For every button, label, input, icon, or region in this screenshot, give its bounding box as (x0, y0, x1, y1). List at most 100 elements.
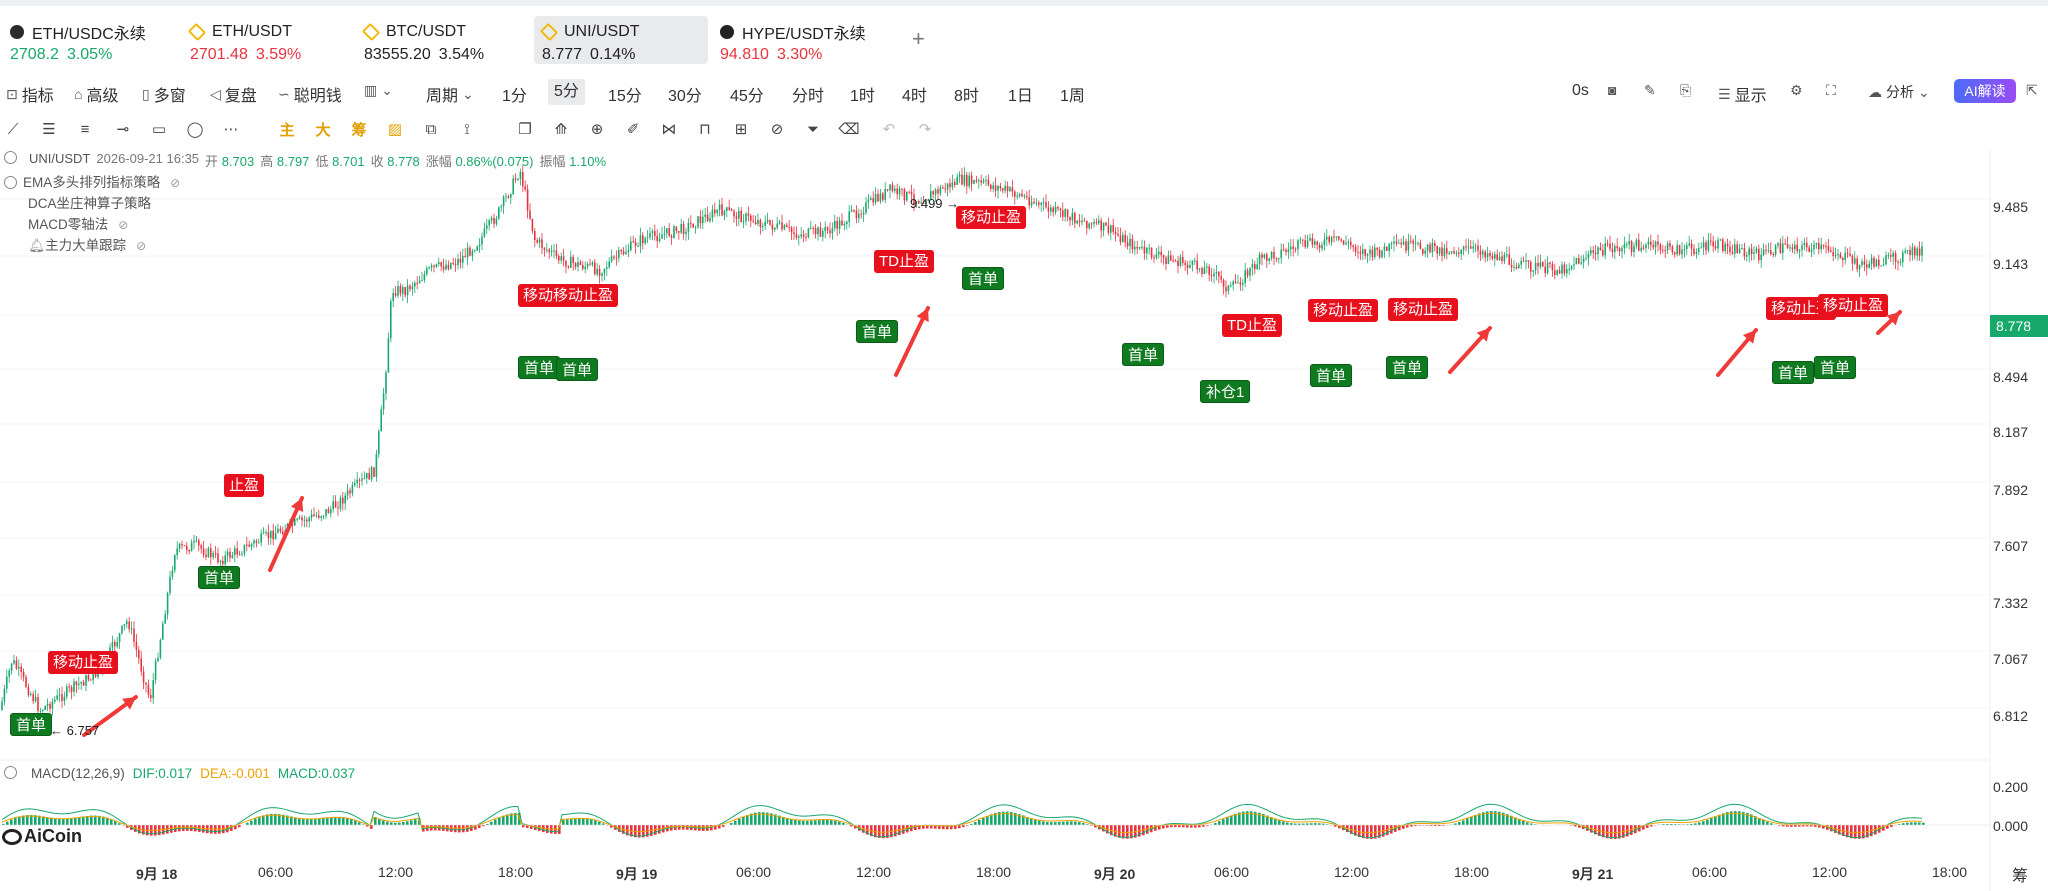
candle-body (836, 220, 838, 229)
ruler-icon[interactable]: ⟰ (554, 121, 568, 138)
eye-off-icon[interactable]: ⊘ (118, 218, 129, 232)
price-chart[interactable] (0, 150, 2048, 891)
period-1h[interactable]: 1时 (850, 88, 875, 105)
big-order-toggle[interactable]: 大 (315, 121, 331, 139)
eye-off-icon[interactable]: ⊘ (136, 239, 147, 253)
template-icon[interactable]: ⊞ (734, 121, 748, 138)
take-profit-signal[interactable]: 移动止盈 (1818, 294, 1889, 317)
macd-bar (658, 825, 661, 834)
camera-icon[interactable]: ◙ (1608, 82, 1617, 98)
entry-signal[interactable]: 补仓1 (1200, 380, 1251, 403)
entry-signal[interactable]: 首单 (1814, 356, 1857, 379)
period-5m[interactable]: 5分 (548, 79, 585, 105)
entry-signal[interactable]: 首单 (1386, 356, 1429, 379)
chip-toggle[interactable]: 筹 (351, 121, 367, 139)
period-8h[interactable]: 8时 (954, 88, 979, 105)
clone-icon[interactable]: ❐ (518, 121, 532, 138)
ellipse-tool-icon[interactable]: ◯ (186, 121, 204, 138)
candle-body (824, 227, 826, 231)
tab-uni-usdt[interactable]: UNI/USDT 8.777 0.14% (534, 16, 708, 64)
take-profit-signal[interactable]: TD止盈 (1222, 314, 1282, 337)
entry-signal[interactable]: 首单 (10, 713, 53, 736)
period-timeshare[interactable]: 分时 (792, 88, 825, 105)
chart-type-dropdown[interactable]: ▥ ⌄ (364, 82, 393, 99)
smart-money-button[interactable]: ∽ 聪明钱 (278, 85, 342, 106)
brush-icon[interactable]: ✐ (626, 121, 640, 138)
period-dropdown[interactable]: 周期 ⌄ (426, 85, 474, 106)
period-15m[interactable]: 15分 (608, 88, 642, 105)
candle-body (1784, 243, 1786, 245)
candle-body (1318, 244, 1321, 249)
period-4h[interactable]: 4时 (902, 88, 927, 105)
take-profit-signal[interactable]: 移动移动止盈 (518, 284, 619, 307)
take-profit-signal[interactable]: 移动止盈 (48, 651, 119, 674)
indicators-button[interactable]: ⊡ 指标 (6, 85, 54, 106)
replay-button[interactable]: ◁ 复盘 (210, 85, 257, 106)
settings-icon[interactable]: ⚙ (1790, 82, 1803, 98)
take-profit-signal[interactable]: 移动止盈 (956, 206, 1027, 229)
copy-icon[interactable]: ⧉ (425, 120, 437, 138)
link-icon[interactable]: ⊘ (770, 121, 784, 138)
fork-icon[interactable]: ⟟ (464, 120, 470, 138)
collapse-icon[interactable] (4, 176, 17, 189)
main-force-toggle[interactable]: 主 (279, 121, 295, 139)
tab-eth-usdt[interactable]: ETH/USDT 2701.48 3.59% (182, 16, 360, 64)
trash-icon[interactable]: ⌫ (838, 121, 860, 138)
entry-signal[interactable]: 首单 (856, 320, 899, 343)
add-tab-button[interactable]: + (912, 26, 925, 51)
magnet-icon[interactable]: ⋈ (661, 121, 677, 138)
more-tools-icon[interactable]: ⋯ (223, 121, 239, 138)
share-icon[interactable]: ⇱ (2026, 82, 2038, 98)
take-profit-signal[interactable]: 移动止盈 (1308, 299, 1379, 322)
candle-body (980, 180, 982, 183)
tab-btc-usdt[interactable]: BTC/USDT 83555.20 3.54% (356, 16, 530, 64)
macd-bar (598, 821, 601, 825)
fullscreen-icon[interactable]: ⛶ (1826, 82, 1836, 98)
advanced-button[interactable]: ⌂ 高级 (74, 86, 119, 105)
highlight-icon[interactable]: ▨ (387, 121, 403, 138)
take-profit-signal[interactable]: TD止盈 (874, 250, 934, 273)
pencil-icon[interactable]: ✎ (1644, 82, 1656, 98)
period-1d[interactable]: 1日 (1008, 88, 1033, 105)
collapse-icon[interactable] (4, 151, 17, 164)
entry-signal[interactable]: 首单 (518, 356, 561, 379)
indicator-ema[interactable]: EMA多头排列指标策略 ⊘ (4, 171, 180, 191)
take-profit-signal[interactable]: 止盈 (224, 474, 265, 497)
candle-body (757, 220, 759, 224)
period-30m[interactable]: 30分 (668, 88, 702, 105)
lock-icon[interactable]: ⊓ (699, 121, 711, 138)
rectangle-tool-icon[interactable]: ▭ (151, 121, 167, 138)
period-1w[interactable]: 1周 (1060, 88, 1085, 105)
analysis-dropdown[interactable]: ☁ 分析 ⌄ (1868, 83, 1930, 101)
entry-signal[interactable]: 首单 (1122, 343, 1165, 366)
export-icon[interactable]: ⎘ (1680, 82, 1692, 98)
multi-window-button[interactable]: ▯ 多窗 (142, 85, 186, 106)
collapse-icon[interactable] (4, 766, 17, 779)
indicator-macd-zero[interactable]: MACD零轴法 ⊘ (28, 217, 129, 232)
entry-signal[interactable]: 首单 (962, 267, 1005, 290)
filter-icon[interactable]: ⏷ (806, 120, 819, 138)
tab-eth-usdc-perp[interactable]: ETH/USDC永续 2708.2 3.05% (10, 25, 146, 63)
horizontal-ray-icon[interactable]: ⊸ (116, 121, 130, 138)
eye-off-icon[interactable]: ⊘ (170, 176, 181, 190)
tab-hype-usdt-perp[interactable]: HYPE/USDT永续 94.810 3.30% (720, 25, 866, 63)
horizontal-lines-icon[interactable]: ≡ (80, 120, 90, 138)
display-button[interactable]: ☰ 显示 (1718, 85, 1767, 106)
candle-body (1582, 258, 1585, 263)
redo-icon[interactable]: ↷ (918, 121, 932, 138)
zoom-icon[interactable]: ⊕ (590, 121, 604, 138)
line-tool-icon[interactable]: ⟋ (7, 120, 19, 138)
period-45m[interactable]: 45分 (730, 88, 764, 105)
entry-signal[interactable]: 首单 (198, 566, 241, 589)
period-1m[interactable]: 1分 (502, 88, 527, 105)
entry-signal[interactable]: 首单 (556, 358, 599, 381)
indicator-dca[interactable]: DCA坐庄神算子策略 (28, 196, 152, 211)
ai-read-button[interactable]: AI解读 (1954, 79, 2016, 103)
undo-icon[interactable]: ↶ (882, 121, 896, 138)
entry-signal[interactable]: 首单 (1772, 361, 1815, 384)
take-profit-signal[interactable]: 移动止盈 (1388, 298, 1459, 321)
parallel-tool-icon[interactable]: ☰ (42, 121, 56, 138)
entry-signal[interactable]: 首单 (1310, 364, 1353, 387)
indicator-main-force[interactable]: 🔔︎主力大单跟踪 ⊘ (28, 238, 147, 253)
candle-body (246, 544, 248, 546)
